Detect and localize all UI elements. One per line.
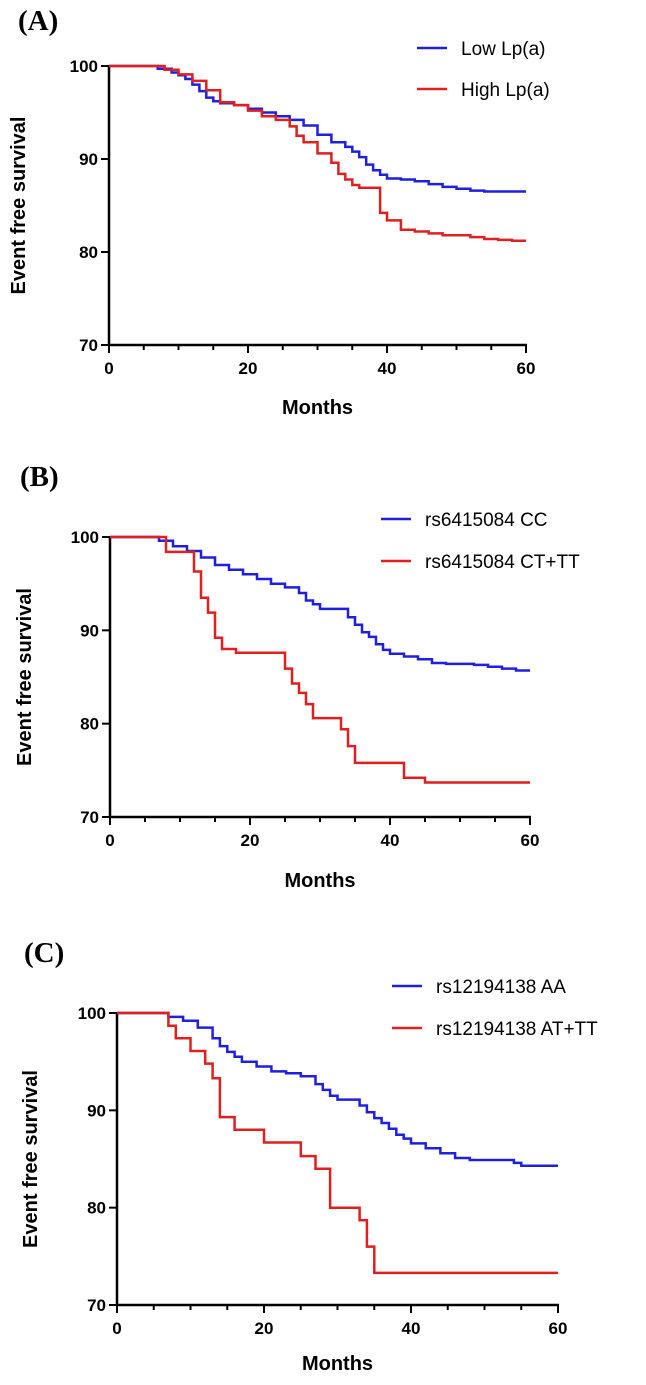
- series-line-1: [117, 1011, 558, 1168]
- x-tick-label: 0: [104, 359, 113, 378]
- legend-label: Low Lp(a): [461, 39, 546, 60]
- series-line-2: [110, 535, 530, 784]
- series-line-1: [110, 535, 530, 672]
- legend-label: rs12194138 AT+TT: [436, 1019, 598, 1040]
- y-axis-title: Event free survival: [14, 588, 36, 766]
- y-tick-label: 70: [79, 336, 98, 355]
- x-tick-label: 40: [402, 1319, 421, 1338]
- series-line-1: [109, 64, 526, 193]
- y-tick-label: 100: [70, 57, 98, 76]
- y-tick-label: 90: [80, 621, 99, 640]
- y-axis-title: Event free survival: [8, 117, 30, 295]
- panel-label: (B): [20, 461, 59, 493]
- y-tick-label: 80: [87, 1199, 106, 1218]
- legend-label: rs12194138 AA: [436, 977, 566, 998]
- panel-label: (A): [18, 5, 58, 37]
- y-tick-label: 80: [79, 243, 98, 262]
- legend-label: rs6415084 CT+TT: [425, 552, 580, 573]
- y-axis-title: Event free survival: [20, 1070, 42, 1248]
- x-tick-label: 60: [521, 831, 540, 850]
- y-tick-label: 70: [87, 1296, 106, 1315]
- x-tick-label: 0: [112, 1319, 121, 1338]
- series-line-2: [117, 1011, 558, 1275]
- chart-panel-c: (C) 0 20 40 60 70 80 90 100 Months Event free surv…: [20, 937, 598, 1375]
- y-tick-label: 100: [71, 528, 99, 547]
- x-tick-label: 20: [255, 1319, 274, 1338]
- chart-panel-b: (B) 0 20 40 60 70 80 90 100 Months Event free surv…: [14, 461, 580, 892]
- x-tick-label: 20: [241, 831, 260, 850]
- y-tick-label: 80: [80, 715, 99, 734]
- legend-label: High Lp(a): [461, 80, 550, 101]
- y-tick-label: 90: [87, 1101, 106, 1120]
- x-tick-label: 40: [381, 831, 400, 850]
- y-tick-label: 100: [78, 1004, 106, 1023]
- x-tick-label: 40: [378, 359, 397, 378]
- y-tick-label: 90: [79, 150, 98, 169]
- x-tick-label: 60: [549, 1319, 568, 1338]
- series-line-2: [109, 64, 526, 243]
- legend-label: rs6415084 CC: [425, 510, 548, 531]
- x-tick-label: 60: [517, 359, 536, 378]
- x-tick-label: 0: [105, 831, 114, 850]
- x-axis-title: Months: [284, 870, 355, 892]
- y-tick-label: 70: [80, 808, 99, 827]
- chart-panel-a: (A) 0 20 40 60 70 80 90 100 Months Event free surv…: [8, 5, 550, 419]
- x-tick-label: 20: [239, 359, 258, 378]
- panel-label: (C): [24, 937, 64, 969]
- x-axis-title: Months: [302, 1353, 373, 1375]
- x-axis-title: Months: [282, 397, 353, 419]
